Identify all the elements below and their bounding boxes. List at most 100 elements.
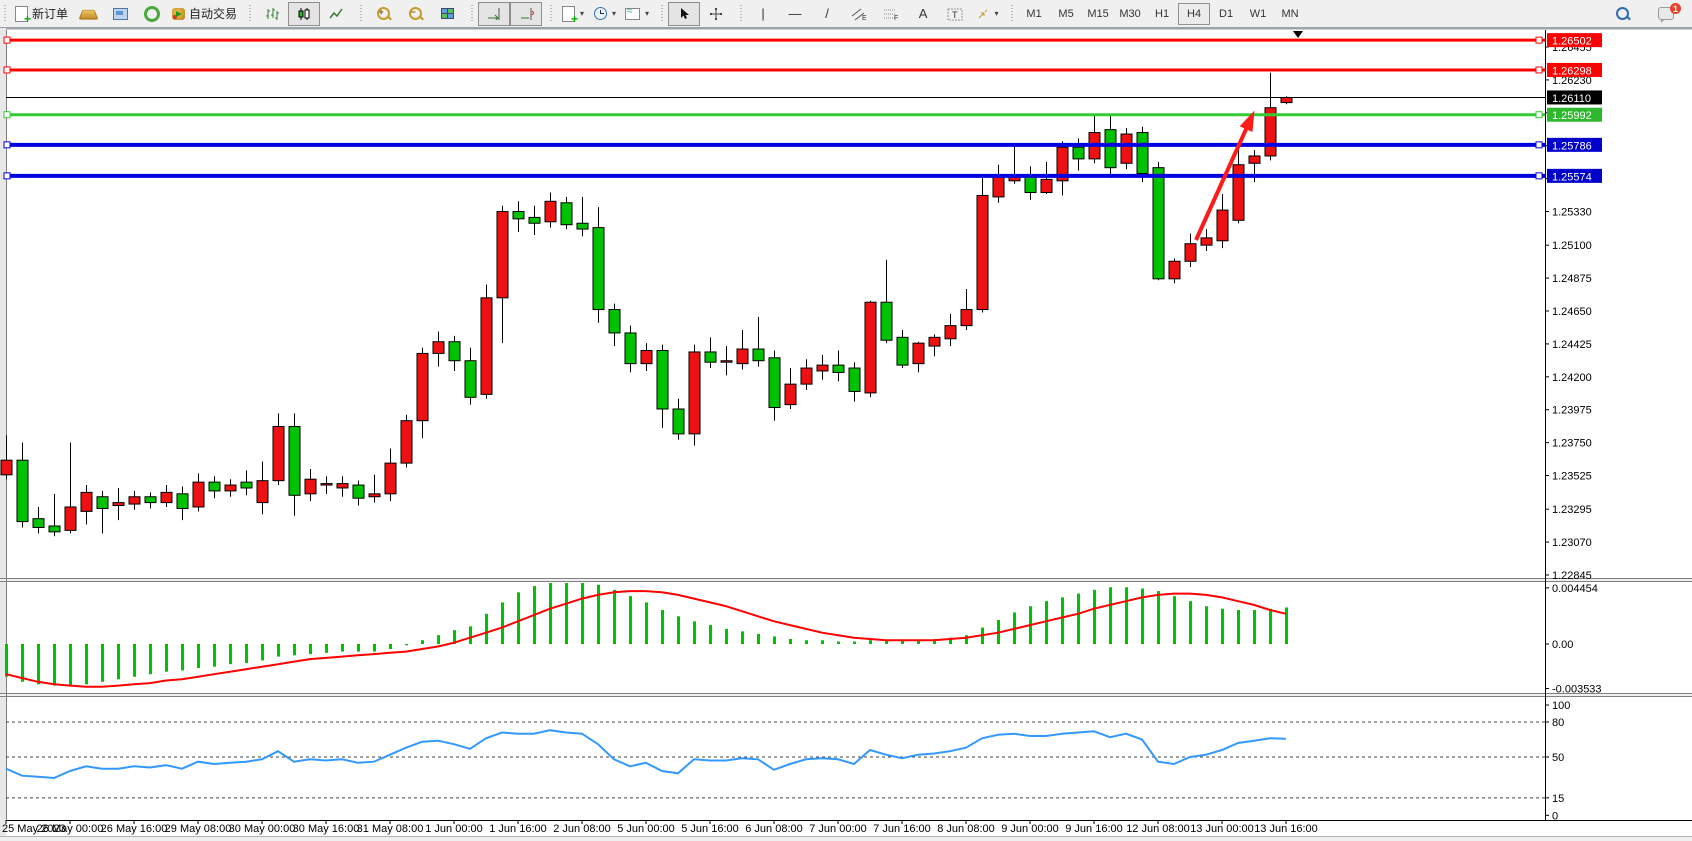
equidistant-channel-icon: E xyxy=(851,8,867,21)
candle-body xyxy=(512,211,525,220)
toolbar-grip[interactable] xyxy=(248,4,254,23)
toolbar-grip[interactable] xyxy=(3,4,8,23)
candlestick-chart-button[interactable] xyxy=(288,1,321,26)
timeframe-button-M30[interactable]: M30 xyxy=(1119,7,1141,20)
templates-button[interactable]: ▾ xyxy=(621,2,653,26)
toolbar-grip[interactable] xyxy=(549,4,555,23)
auto-scroll-button[interactable] xyxy=(478,1,511,26)
hline-tool-button[interactable]: — xyxy=(779,2,811,26)
toolbar-group-trade: 新订单 自动交易 xyxy=(0,0,245,27)
candle-body xyxy=(624,332,637,365)
time-label: 12 Jun 08:00 xyxy=(1126,823,1190,835)
fibonacci-tool-button[interactable]: F xyxy=(875,2,907,26)
candle xyxy=(464,347,477,405)
timeframe-button-MN[interactable]: MN xyxy=(1281,7,1299,20)
candle-body xyxy=(0,459,13,476)
line-handle[interactable] xyxy=(3,66,11,74)
trendline-tool-button[interactable]: / xyxy=(811,2,843,26)
toolbar-grip[interactable] xyxy=(739,4,745,23)
candle-body xyxy=(112,502,125,507)
line-handle[interactable] xyxy=(3,172,11,180)
candle-body xyxy=(1152,167,1165,280)
candle xyxy=(560,196,573,230)
periods-button[interactable]: ▾ xyxy=(589,2,621,26)
candle xyxy=(1184,233,1197,268)
candle xyxy=(976,177,989,313)
candle-body xyxy=(80,491,93,512)
toolbar-group-cursor xyxy=(657,0,736,27)
line-handle[interactable] xyxy=(3,36,11,44)
candle-body xyxy=(608,309,621,334)
vline-tool-button[interactable]: | xyxy=(747,2,779,26)
line-handle[interactable] xyxy=(1535,141,1543,149)
line-handle[interactable] xyxy=(1535,172,1543,180)
line-handle[interactable] xyxy=(3,141,11,149)
line-handle[interactable] xyxy=(1535,36,1543,44)
line-handle[interactable] xyxy=(1535,66,1543,74)
line-chart-button[interactable] xyxy=(320,2,352,26)
candle-body xyxy=(544,200,557,223)
crosshair-button[interactable] xyxy=(700,2,732,26)
zoom-in-button[interactable]: + xyxy=(367,2,399,26)
channel-tool-button[interactable]: E xyxy=(843,2,875,26)
trendline-icon: / xyxy=(825,6,829,21)
candle xyxy=(1216,193,1229,249)
price-tick-label: 1.22845 xyxy=(1552,570,1592,582)
toolbar-right: 1 xyxy=(1606,2,1692,26)
search-button[interactable] xyxy=(1606,2,1638,26)
candle xyxy=(848,362,861,402)
candle-body xyxy=(832,364,845,373)
candle-body xyxy=(416,352,429,422)
candle xyxy=(544,192,557,228)
chart-shift-button[interactable] xyxy=(510,1,543,26)
bar-chart-button[interactable] xyxy=(256,2,288,26)
timeframe-button-M5[interactable]: M5 xyxy=(1058,7,1074,20)
candle-body xyxy=(192,481,205,508)
chart-shift-marker[interactable] xyxy=(1293,31,1303,38)
pane-splitter[interactable] xyxy=(0,693,1692,697)
price-badge-text: 1.25786 xyxy=(1552,140,1592,152)
time-label: 6 Jun 08:00 xyxy=(745,823,803,835)
text-label-icon: T xyxy=(947,8,963,20)
navigator-button[interactable] xyxy=(136,2,168,26)
toolbar-grip[interactable] xyxy=(1010,4,1016,23)
trend-arrow-annotation[interactable] xyxy=(1194,110,1255,241)
toolbar-grip[interactable] xyxy=(359,4,365,23)
autotrading-button[interactable]: 自动交易 xyxy=(168,2,241,26)
line-handle[interactable] xyxy=(1535,111,1543,119)
price-badge xyxy=(1547,33,1602,48)
cursor-button[interactable] xyxy=(668,1,701,26)
timeframe-button-H1[interactable]: H1 xyxy=(1155,7,1170,20)
market-watch-button[interactable] xyxy=(72,2,104,26)
label-tool-button[interactable]: T xyxy=(939,2,971,26)
new-order-button[interactable]: 新订单 xyxy=(11,2,72,26)
timeframe-button-M15[interactable]: M15 xyxy=(1087,7,1109,20)
data-window-button[interactable] xyxy=(104,2,136,26)
zoom-out-button[interactable]: − xyxy=(399,2,431,26)
timeframe-button-H4[interactable]: H4 xyxy=(1178,2,1211,25)
candle xyxy=(944,313,957,347)
timeframe-button-D1[interactable]: D1 xyxy=(1219,7,1234,20)
candle-body xyxy=(240,481,253,489)
line-handle[interactable] xyxy=(3,111,11,119)
candle-body xyxy=(1264,107,1277,157)
time-label: 5 Jun 00:00 xyxy=(617,823,675,835)
toolbar-grip[interactable] xyxy=(470,4,476,23)
price-tick-label: 1.24425 xyxy=(1552,339,1592,351)
new-order-icon xyxy=(15,5,31,26)
candle xyxy=(512,201,525,233)
new-chart-button[interactable]: ▾ xyxy=(557,2,589,26)
svg-text:F: F xyxy=(894,15,898,21)
candle-body xyxy=(304,478,317,495)
shapes-tool-button[interactable]: ▾ xyxy=(971,2,1003,26)
main-toolbar: 新订单 自动交易 + − xyxy=(0,0,1692,28)
pane-splitter[interactable] xyxy=(0,578,1692,582)
text-tool-button[interactable]: A xyxy=(907,2,939,26)
toolbar-grip[interactable] xyxy=(660,4,666,23)
timeframe-button-W1[interactable]: W1 xyxy=(1249,7,1267,20)
tile-windows-button[interactable] xyxy=(431,2,463,26)
timeframe-button-M1[interactable]: M1 xyxy=(1026,7,1042,20)
chat-button[interactable]: 1 xyxy=(1650,2,1682,26)
candle-body xyxy=(16,459,29,523)
time-label: 25 May 2023 xyxy=(2,823,66,835)
